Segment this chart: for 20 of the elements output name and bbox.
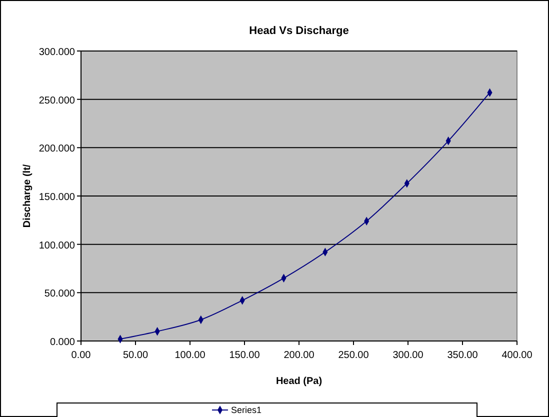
y-tick-label: 200.000 bbox=[38, 144, 76, 155]
y-axis-title: Discharge (lt/ bbox=[22, 164, 33, 228]
chart-title: Head Vs Discharge bbox=[249, 25, 349, 37]
y-tick-label: 100.000 bbox=[38, 240, 76, 252]
x-tick-label: 300.00 bbox=[392, 350, 424, 361]
x-tick-label: 0.00 bbox=[71, 350, 92, 361]
x-tick-label: 250.00 bbox=[338, 350, 370, 361]
y-tick-label: 150.000 bbox=[38, 192, 76, 203]
legend-label: Series1 bbox=[231, 405, 262, 415]
y-tick-label: 250.000 bbox=[38, 95, 76, 106]
x-tick-label: 100.00 bbox=[174, 350, 206, 361]
x-tick-label: 150.00 bbox=[229, 350, 260, 361]
y-tick-label: 300.000 bbox=[38, 47, 76, 58]
x-tick-label: 200.00 bbox=[284, 350, 315, 361]
x-axis-title: Head (Pa) bbox=[276, 376, 322, 387]
x-tick-label: 350.00 bbox=[447, 350, 478, 361]
x-tick-label: 400.00 bbox=[502, 350, 533, 361]
y-tick-label: 0.000 bbox=[50, 337, 76, 348]
y-tick-label: 50.000 bbox=[44, 288, 76, 300]
x-tick-label: 50.00 bbox=[122, 350, 148, 361]
